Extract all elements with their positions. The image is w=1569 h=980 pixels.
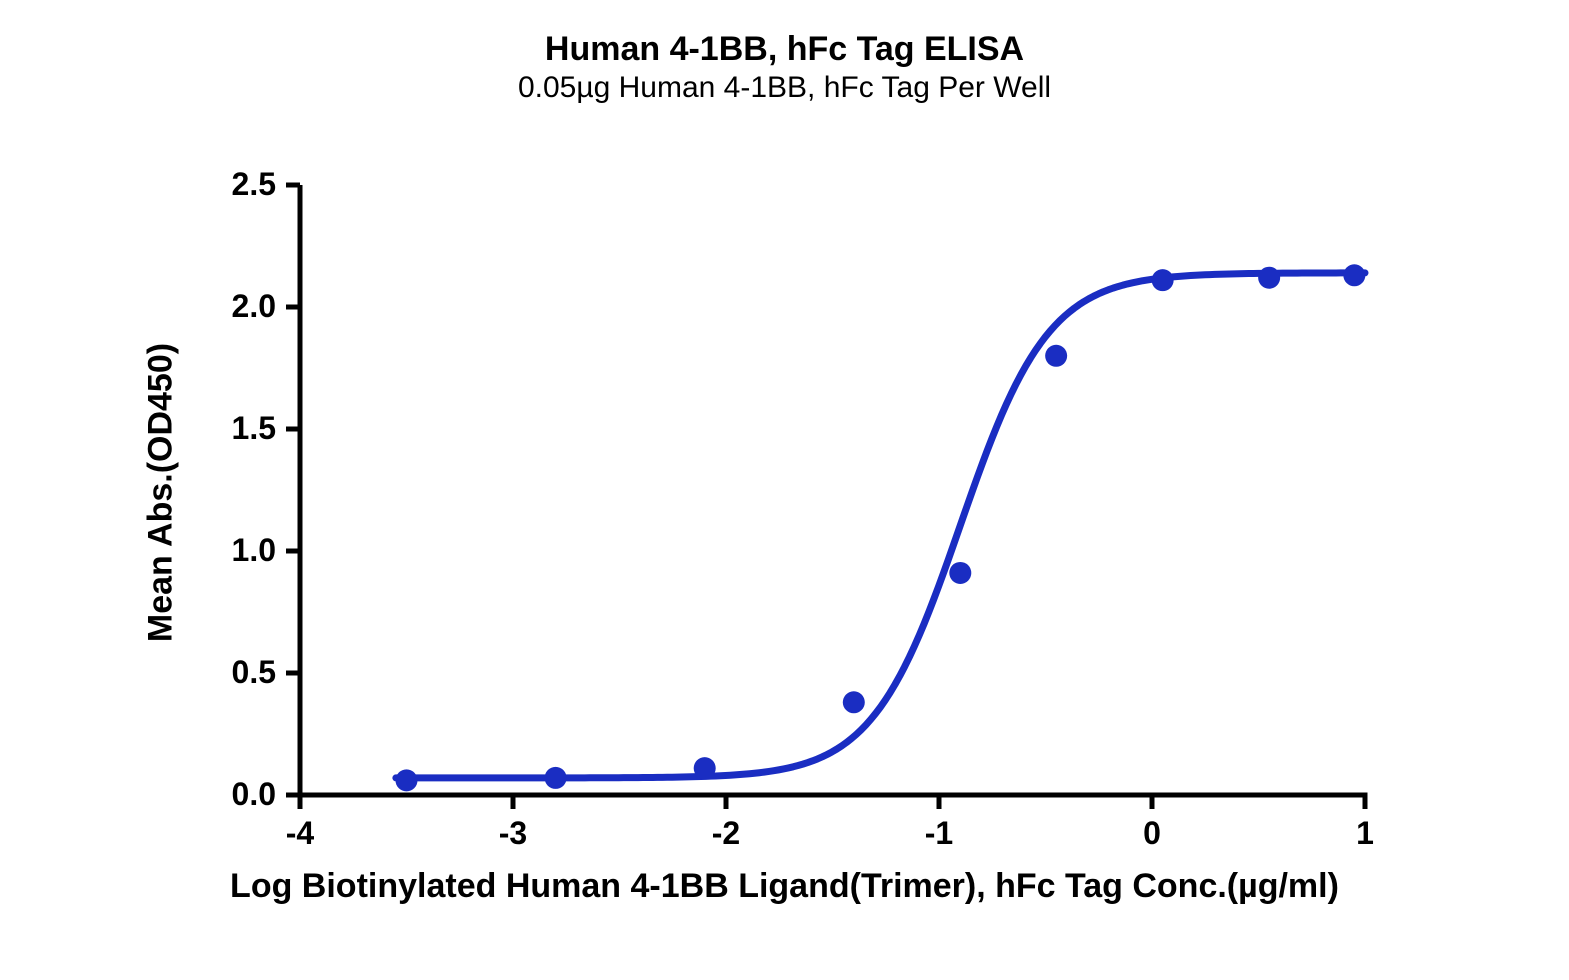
data-point [843,691,865,713]
data-point [949,562,971,584]
x-tick-label: -3 [463,815,563,852]
y-axis-title: Mean Abs.(OD450) [142,188,181,798]
y-tick-label: 0.0 [196,776,276,813]
data-point [694,757,716,779]
x-tick-label: 0 [1102,815,1202,852]
y-tick-label: 2.5 [196,166,276,203]
y-tick-label: 1.0 [196,532,276,569]
y-tick-label: 1.5 [196,410,276,447]
x-tick-label: -1 [889,815,989,852]
data-point [396,769,418,791]
y-tick-label: 0.5 [196,654,276,691]
data-point [1343,264,1365,286]
plot-svg [300,185,1365,795]
x-tick-label: -2 [676,815,776,852]
data-point [1258,267,1280,289]
fit-curve [396,273,1365,778]
y-tick-label: 2.0 [196,288,276,325]
x-tick-label: 1 [1315,815,1415,852]
plot-area [300,185,1365,795]
x-tick-label: -4 [250,815,350,852]
data-point [1152,269,1174,291]
data-point [545,767,567,789]
x-axis-title: Log Biotinylated Human 4-1BB Ligand(Trim… [0,867,1569,906]
data-point [1045,345,1067,367]
chart-container: Human 4-1BB, hFc Tag ELISA 0.05µg Human … [0,0,1569,980]
chart-title-block: Human 4-1BB, hFc Tag ELISA 0.05µg Human … [0,30,1569,105]
chart-title: Human 4-1BB, hFc Tag ELISA [0,30,1569,69]
chart-subtitle: 0.05µg Human 4-1BB, hFc Tag Per Well [0,71,1569,105]
